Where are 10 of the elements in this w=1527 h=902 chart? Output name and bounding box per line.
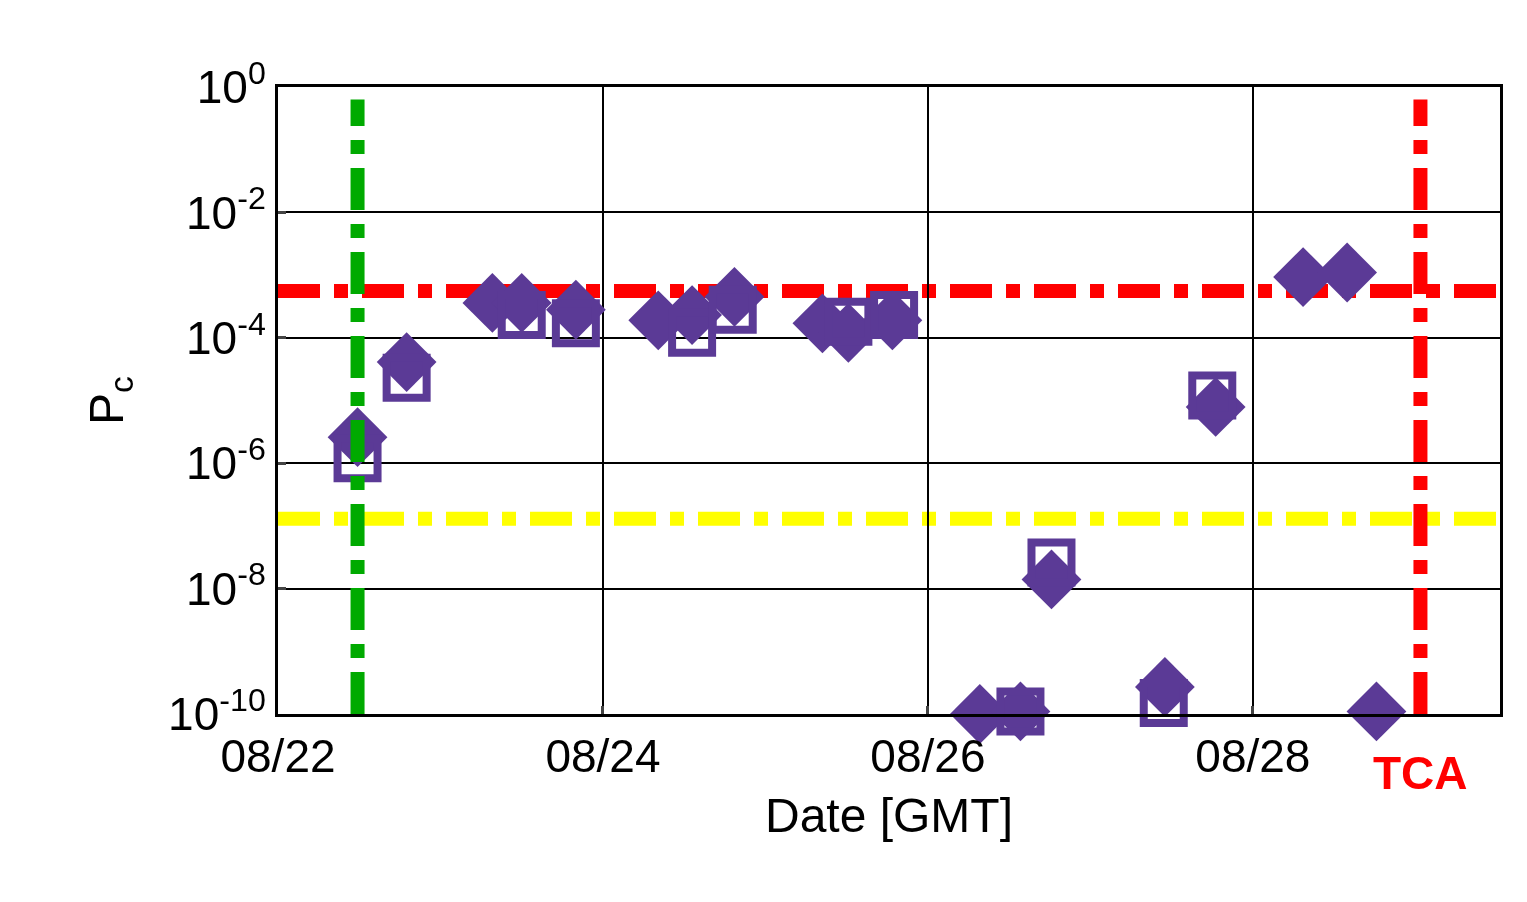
x-tick-label: 08/24 — [545, 730, 661, 783]
y-tick-label: 10$^{-8}$ — [186, 556, 266, 615]
y-tick-label: 10$^{-6}$ — [186, 430, 266, 490]
ref-line-label: TCA — [1373, 747, 1468, 799]
x-axis-title: Date [GMT] — [764, 789, 1014, 843]
x-tick-label: 08/26 — [870, 730, 986, 783]
y-tick-label: 10$^{-2}$ — [186, 180, 266, 239]
y-tick-label: 10$^{-4}$ — [186, 305, 266, 364]
y-tick-label: 10$^{0}$ — [196, 54, 266, 114]
x-tick-label: 08/28 — [1195, 730, 1311, 783]
